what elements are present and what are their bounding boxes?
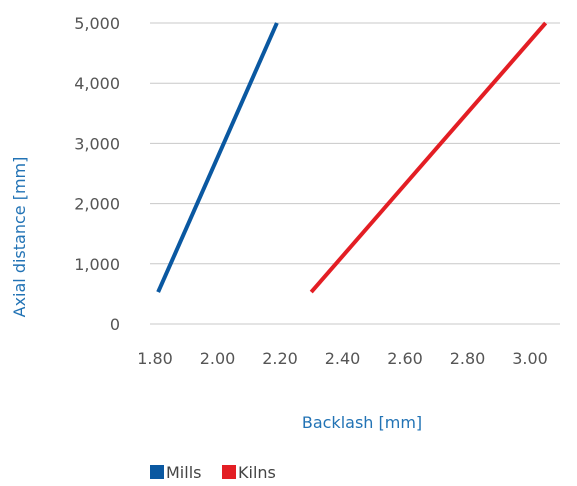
x-axis-title: Backlash [mm] — [302, 413, 422, 432]
legend-label-kilns: Kilns — [238, 463, 276, 482]
legend-swatch-mills — [150, 465, 164, 479]
y-axis-ticks: 0 1,000 2,000 3,000 4,000 5,000 — [74, 14, 120, 334]
gridlines — [150, 22, 560, 325]
x-tick-label: 1.80 — [137, 349, 173, 368]
y-tick-label: 0 — [110, 315, 120, 334]
x-tick-label: 2.80 — [450, 349, 486, 368]
series-lines — [156, 21, 548, 294]
x-tick-label: 3.00 — [512, 349, 548, 368]
legend: Mills Kilns — [150, 463, 276, 482]
x-tick-label: 2.00 — [200, 349, 236, 368]
series-line-mills — [156, 22, 279, 293]
x-tick-label: 2.20 — [262, 349, 298, 368]
series-line-kilns — [309, 21, 548, 294]
y-tick-label: 2,000 — [74, 195, 120, 214]
y-tick-label: 4,000 — [74, 74, 120, 93]
y-axis-title: Axial distance [mm] — [10, 157, 29, 318]
legend-label-mills: Mills — [166, 463, 201, 482]
y-tick-label: 3,000 — [74, 134, 120, 153]
legend-swatch-kilns — [222, 465, 236, 479]
y-tick-label: 5,000 — [74, 14, 120, 33]
x-tick-label: 2.40 — [325, 349, 361, 368]
x-axis-ticks: 1.80 2.00 2.20 2.40 2.60 2.80 3.00 — [137, 349, 548, 368]
x-tick-label: 2.60 — [387, 349, 423, 368]
y-tick-label: 1,000 — [74, 255, 120, 274]
